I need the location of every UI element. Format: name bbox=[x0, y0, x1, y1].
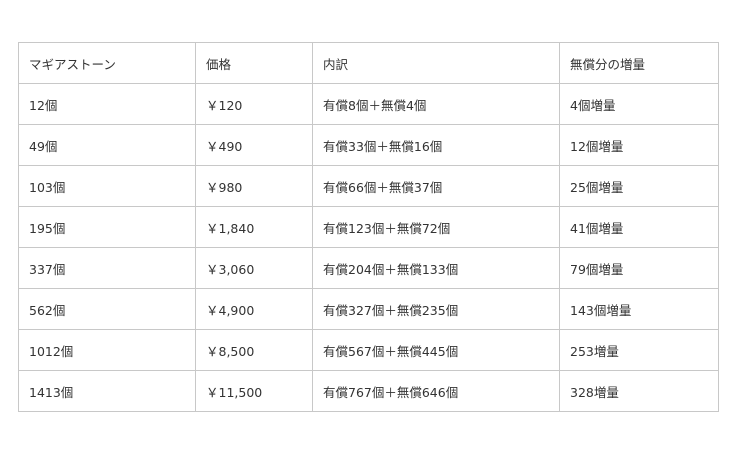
header-cell-magia-stone: マギアストーン bbox=[18, 42, 196, 84]
table-row: 1413個 ￥11,500 有償767個＋無償646個 328増量 bbox=[18, 370, 719, 412]
breakdown-cell: 有償66個＋無償37個 bbox=[312, 165, 560, 207]
table-row: 103個 ￥980 有償66個＋無償37個 25個増量 bbox=[18, 165, 719, 207]
header-cell-breakdown: 内訳 bbox=[312, 42, 560, 84]
price-cell: ￥490 bbox=[195, 124, 313, 166]
bonus-cell: 253増量 bbox=[559, 329, 719, 371]
price-cell: ￥8,500 bbox=[195, 329, 313, 371]
header-cell-bonus: 無償分の増量 bbox=[559, 42, 719, 84]
price-cell: ￥3,060 bbox=[195, 247, 313, 289]
table-row: 12個 ￥120 有償8個＋無償4個 4個増量 bbox=[18, 83, 719, 125]
bonus-cell: 41個増量 bbox=[559, 206, 719, 248]
breakdown-cell: 有償567個＋無償445個 bbox=[312, 329, 560, 371]
bonus-cell: 328増量 bbox=[559, 370, 719, 412]
table-row: 1012個 ￥8,500 有償567個＋無償445個 253増量 bbox=[18, 329, 719, 371]
stones-cell: 562個 bbox=[18, 288, 196, 330]
bonus-cell: 12個増量 bbox=[559, 124, 719, 166]
bonus-cell: 143個増量 bbox=[559, 288, 719, 330]
bonus-cell: 25個増量 bbox=[559, 165, 719, 207]
price-cell: ￥980 bbox=[195, 165, 313, 207]
bonus-cell: 4個増量 bbox=[559, 83, 719, 125]
price-cell: ￥11,500 bbox=[195, 370, 313, 412]
table-row: 337個 ￥3,060 有償204個＋無償133個 79個増量 bbox=[18, 247, 719, 289]
table-row: 195個 ￥1,840 有償123個＋無償72個 41個増量 bbox=[18, 206, 719, 248]
breakdown-cell: 有償204個＋無償133個 bbox=[312, 247, 560, 289]
stones-cell: 195個 bbox=[18, 206, 196, 248]
stones-cell: 103個 bbox=[18, 165, 196, 207]
breakdown-cell: 有償33個＋無償16個 bbox=[312, 124, 560, 166]
price-cell: ￥1,840 bbox=[195, 206, 313, 248]
header-cell-price: 価格 bbox=[195, 42, 313, 84]
stones-cell: 1012個 bbox=[18, 329, 196, 371]
stones-cell: 337個 bbox=[18, 247, 196, 289]
breakdown-cell: 有償327個＋無償235個 bbox=[312, 288, 560, 330]
table-row: 49個 ￥490 有償33個＋無償16個 12個増量 bbox=[18, 124, 719, 166]
table-row: 562個 ￥4,900 有償327個＋無償235個 143個増量 bbox=[18, 288, 719, 330]
stones-cell: 49個 bbox=[18, 124, 196, 166]
bonus-cell: 79個増量 bbox=[559, 247, 719, 289]
breakdown-cell: 有償8個＋無償4個 bbox=[312, 83, 560, 125]
price-table: マギアストーン 価格 内訳 無償分の増量 12個 ￥120 有償8個＋無償4個 4個増… bbox=[18, 42, 719, 412]
stones-cell: 12個 bbox=[18, 83, 196, 125]
breakdown-cell: 有償767個＋無償646個 bbox=[312, 370, 560, 412]
price-cell: ￥120 bbox=[195, 83, 313, 125]
header-row: マギアストーン 価格 内訳 無償分の増量 bbox=[18, 42, 719, 84]
price-cell: ￥4,900 bbox=[195, 288, 313, 330]
breakdown-cell: 有償123個＋無償72個 bbox=[312, 206, 560, 248]
stones-cell: 1413個 bbox=[18, 370, 196, 412]
